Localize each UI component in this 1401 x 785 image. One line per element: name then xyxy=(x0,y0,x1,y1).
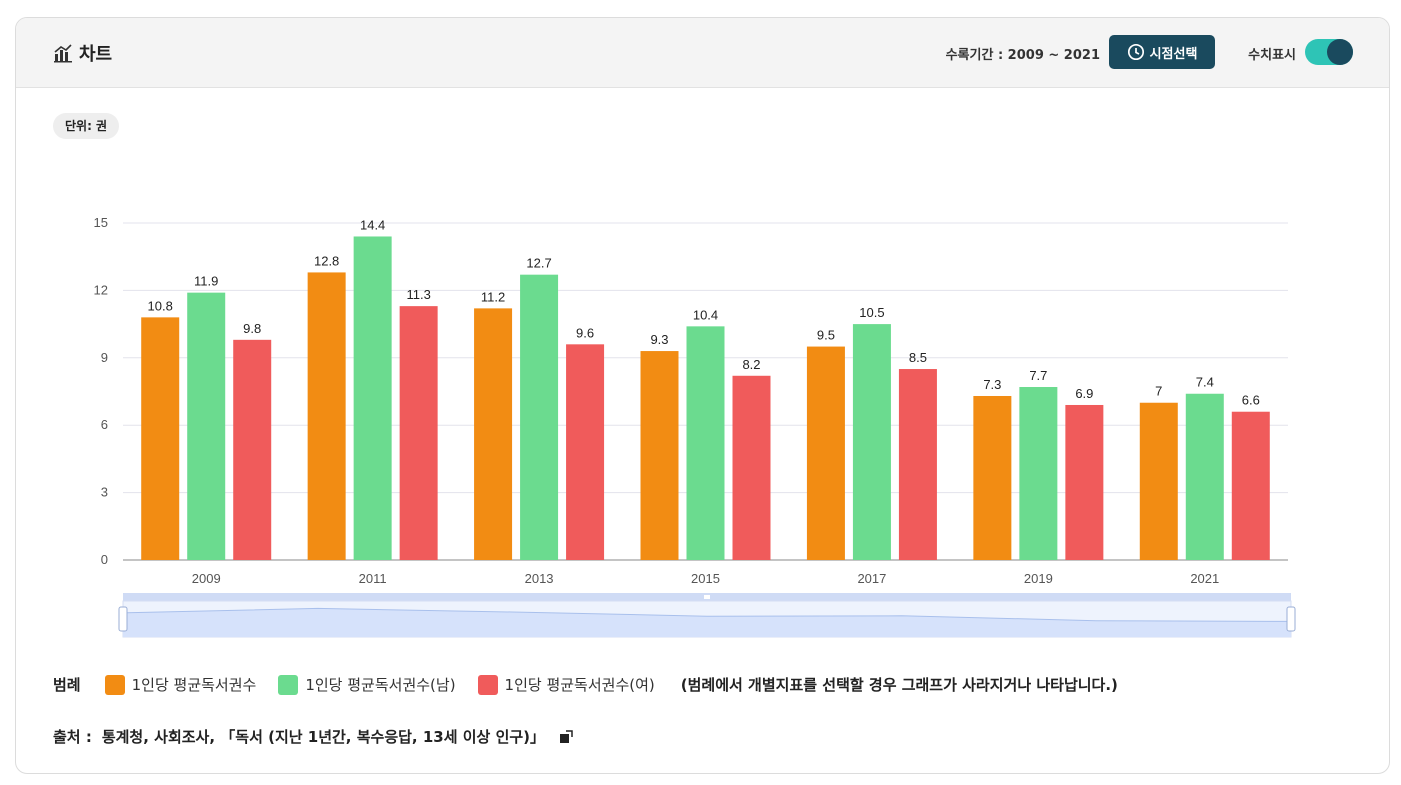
data-label: 11.9 xyxy=(194,274,218,289)
data-label: 11.2 xyxy=(481,289,505,304)
zoom-grip[interactable] xyxy=(704,595,710,599)
data-label: 9.3 xyxy=(650,332,668,347)
x-tick-label: 2019 xyxy=(1024,571,1053,586)
y-tick-label: 6 xyxy=(101,417,108,432)
bar xyxy=(1019,387,1058,560)
data-label: 8.2 xyxy=(742,357,760,372)
y-tick-label: 9 xyxy=(101,350,108,365)
bar xyxy=(399,306,438,560)
bar xyxy=(640,351,679,560)
bar xyxy=(1185,393,1224,560)
source-label: 출처 : xyxy=(53,728,92,746)
bar xyxy=(474,308,513,560)
data-label: 7.7 xyxy=(1029,368,1047,383)
legend: 범례 1인당 평균독서권수 1인당 평균독서권수(남) 1인당 평균독서권수(여… xyxy=(53,674,1118,695)
data-label: 7.3 xyxy=(983,377,1001,392)
source: 출처 : 통계청, 사회조사, 「독서 (지난 1년간, 복수응답, 13세 이… xyxy=(53,726,573,747)
data-label: 10.5 xyxy=(859,305,884,320)
bar xyxy=(1065,404,1104,560)
card-title: 차트 xyxy=(53,40,112,66)
data-label: 12.7 xyxy=(526,256,551,271)
x-tick-label: 2011 xyxy=(359,571,387,586)
bar xyxy=(852,324,891,560)
data-label: 9.5 xyxy=(817,328,835,343)
bar xyxy=(307,272,346,560)
legend-item-total[interactable]: 1인당 평균독서권수 xyxy=(104,674,257,695)
chart-card: 차트 수록기간 : 2009 ~ 2021 시점선택 수치표시 단위: 권 0 3… xyxy=(15,17,1390,774)
x-tick-label: 2013 xyxy=(525,571,554,586)
legend-item-male[interactable]: 1인당 평균독서권수(남) xyxy=(278,674,456,695)
data-label: 9.6 xyxy=(576,325,594,340)
data-label: 6.9 xyxy=(1075,386,1093,401)
toggle-knob xyxy=(1327,39,1353,65)
bar xyxy=(353,236,392,561)
data-label: 10.4 xyxy=(693,307,718,322)
bar xyxy=(520,274,559,560)
data-label: 6.6 xyxy=(1242,393,1260,408)
zoom-handle-right[interactable] xyxy=(1286,606,1296,632)
legend-swatch-total xyxy=(104,674,125,695)
zoom-handle-left[interactable] xyxy=(118,606,128,632)
legend-item-female[interactable]: 1인당 평균독서권수(여) xyxy=(477,674,655,695)
bar xyxy=(732,375,771,560)
time-select-label: 시점선택 xyxy=(1149,46,1198,62)
y-tick-label: 3 xyxy=(101,485,108,500)
legend-title: 범례 xyxy=(53,676,81,694)
legend-note: (범례에서 개별지표를 선택할 경우 그래프가 사라지거나 나타납니다.) xyxy=(680,676,1118,694)
zoom-area xyxy=(123,608,1291,637)
period-text: 수록기간 : 2009 ~ 2021 xyxy=(945,48,1100,63)
x-tick-label: 2021 xyxy=(1190,571,1219,586)
x-tick-label: 2009 xyxy=(192,571,221,586)
bar xyxy=(141,317,180,560)
value-toggle-label: 수치표시 xyxy=(1248,48,1296,63)
legend-label-male: 1인당 평균독서권수(남) xyxy=(305,676,456,694)
bar xyxy=(1139,402,1178,560)
data-label: 7 xyxy=(1155,384,1162,399)
zoom-line xyxy=(122,607,1292,622)
time-select-button[interactable]: 시점선택 xyxy=(1109,35,1215,69)
card-title-text: 차트 xyxy=(79,44,113,65)
clock-icon xyxy=(1127,43,1144,61)
data-label: 8.5 xyxy=(909,350,927,365)
bar xyxy=(898,369,937,560)
y-tick-label: 15 xyxy=(94,215,108,230)
bar xyxy=(806,346,845,560)
bar xyxy=(686,326,725,560)
bar-chart: 0 3 6 9 12 15 10.8 11.9 9.8 2009 12.8 14.4 11.3 2011 1… xyxy=(94,215,1296,638)
bar xyxy=(233,339,272,560)
external-link-icon[interactable] xyxy=(559,729,573,744)
source-text: 통계청, 사회조사, 「독서 (지난 1년간, 복수응답, 13세 이상 인구)… xyxy=(101,728,546,746)
data-label: 7.4 xyxy=(1196,375,1214,390)
card-header: 차트 수록기간 : 2009 ~ 2021 시점선택 수치표시 xyxy=(16,18,1389,88)
bar xyxy=(973,395,1012,560)
data-label: 10.8 xyxy=(148,298,173,313)
value-display-toggle[interactable] xyxy=(1305,39,1353,65)
data-label: 14.4 xyxy=(360,217,385,232)
unit-badge: 단위: 권 xyxy=(53,113,120,139)
legend-swatch-female xyxy=(477,674,498,695)
data-label: 12.8 xyxy=(314,253,339,268)
data-label: 9.8 xyxy=(243,321,261,336)
x-tick-label: 2017 xyxy=(857,571,886,586)
bar-chart-icon xyxy=(54,44,72,63)
data-label: 11.3 xyxy=(406,287,430,302)
legend-label-female: 1인당 평균독서권수(여) xyxy=(504,676,655,694)
bar xyxy=(187,292,226,560)
legend-swatch-male xyxy=(278,674,299,695)
y-tick-label: 0 xyxy=(101,552,108,567)
bar xyxy=(1231,411,1270,560)
bar xyxy=(566,344,605,560)
y-tick-label: 12 xyxy=(94,282,108,297)
legend-label-total: 1인당 평균독서권수 xyxy=(131,676,257,694)
x-tick-label: 2015 xyxy=(691,571,720,586)
